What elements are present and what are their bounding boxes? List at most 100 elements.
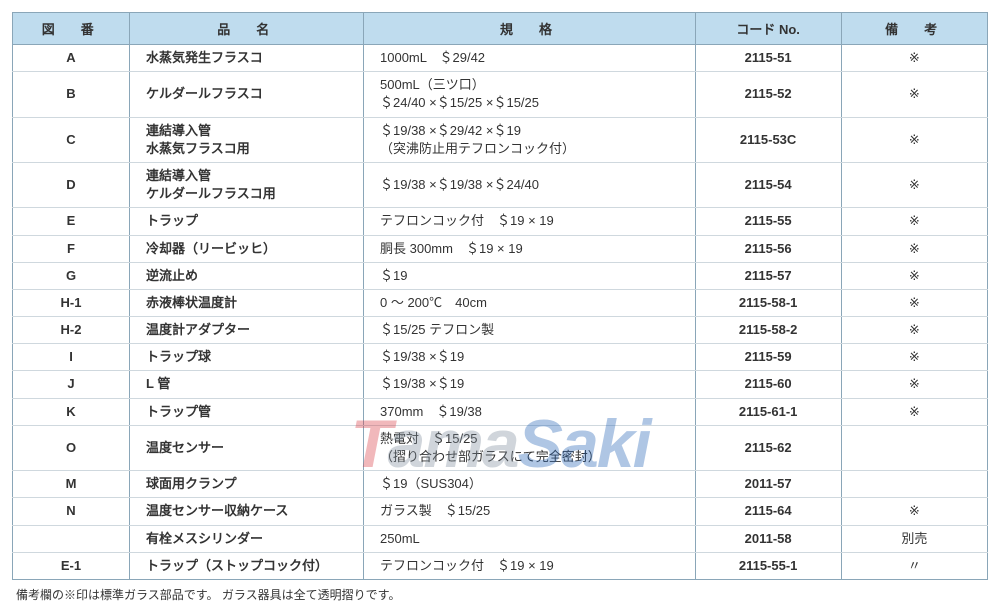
cell-code: 2115-55-1 — [695, 552, 841, 579]
cell-note: ※ — [841, 398, 987, 425]
table-row: H-1赤液棒状温度計0 〜 200℃ 40cm2115-58-1※ — [13, 289, 988, 316]
cell-name: 連結導入管ケルダールフラスコ用 — [130, 162, 364, 207]
cell-name: L 管 — [130, 371, 364, 398]
col-header-code: コード No. — [695, 13, 841, 45]
table-row: O温度センサー熱電対 ＄15/25（摺り合わせ部ガラスにて完全密封）2115-6… — [13, 425, 988, 470]
cell-note: ※ — [841, 162, 987, 207]
cell-fig: H-1 — [13, 289, 130, 316]
cell-name: 温度計アダプター — [130, 317, 364, 344]
table-row: Bケルダールフラスコ500mL（三ツ口）＄24/40 ×＄15/25 ×＄15/… — [13, 72, 988, 117]
cell-fig: E-1 — [13, 552, 130, 579]
table-row: JL 管＄19/38 ×＄192115-60※ — [13, 371, 988, 398]
table-row: N温度センサー収納ケースガラス製 ＄15/252115-64※ — [13, 498, 988, 525]
cell-code: 2115-62 — [695, 425, 841, 470]
table-row: E-1トラップ（ストップコック付）テフロンコック付 ＄19 × 192115-5… — [13, 552, 988, 579]
cell-note: ※ — [841, 117, 987, 162]
cell-code: 2115-55 — [695, 208, 841, 235]
table-row: D連結導入管ケルダールフラスコ用＄19/38 ×＄19/38 ×＄24/4021… — [13, 162, 988, 207]
cell-name: 冷却器（リービッヒ） — [130, 235, 364, 262]
cell-code: 2115-58-1 — [695, 289, 841, 316]
cell-name: 連結導入管水蒸気フラスコ用 — [130, 117, 364, 162]
cell-note: ※ — [841, 317, 987, 344]
cell-code: 2115-58-2 — [695, 317, 841, 344]
cell-code: 2011-57 — [695, 471, 841, 498]
cell-spec: 500mL（三ツ口）＄24/40 ×＄15/25 ×＄15/25 — [364, 72, 696, 117]
cell-spec: ＄19/38 ×＄19 — [364, 344, 696, 371]
cell-note: 別売 — [841, 525, 987, 552]
cell-name: 温度センサー — [130, 425, 364, 470]
table-row: F冷却器（リービッヒ）胴長 300mm ＄19 × 192115-56※ — [13, 235, 988, 262]
cell-fig: N — [13, 498, 130, 525]
table-row: Kトラップ管370mm ＄19/382115-61-1※ — [13, 398, 988, 425]
cell-note: ※ — [841, 45, 987, 72]
cell-spec: ＄19/38 ×＄29/42 ×＄19（突沸防止用テフロンコック付） — [364, 117, 696, 162]
cell-note: ※ — [841, 262, 987, 289]
col-header-note: 備 考 — [841, 13, 987, 45]
cell-spec: 1000mL ＄29/42 — [364, 45, 696, 72]
header-row: 図 番 品 名 規 格 コード No. 備 考 — [13, 13, 988, 45]
cell-name: トラップ — [130, 208, 364, 235]
table-row: Eトラップテフロンコック付 ＄19 × 192115-55※ — [13, 208, 988, 235]
cell-note: ※ — [841, 235, 987, 262]
cell-code: 2115-53C — [695, 117, 841, 162]
cell-spec: ＄15/25 テフロン製 — [364, 317, 696, 344]
cell-name: 球面用クランプ — [130, 471, 364, 498]
cell-name: 逆流止め — [130, 262, 364, 289]
cell-name: 有栓メスシリンダー — [130, 525, 364, 552]
cell-note: ※ — [841, 344, 987, 371]
cell-note: 〃 — [841, 552, 987, 579]
cell-fig: H-2 — [13, 317, 130, 344]
col-header-fig: 図 番 — [13, 13, 130, 45]
cell-fig: B — [13, 72, 130, 117]
cell-name: ケルダールフラスコ — [130, 72, 364, 117]
cell-spec: ＄19（SUS304） — [364, 471, 696, 498]
table-row: H-2温度計アダプター＄15/25 テフロン製2115-58-2※ — [13, 317, 988, 344]
cell-fig: D — [13, 162, 130, 207]
cell-fig: C — [13, 117, 130, 162]
cell-spec: 250mL — [364, 525, 696, 552]
table-row: A水蒸気発生フラスコ1000mL ＄29/422115-51※ — [13, 45, 988, 72]
cell-fig: M — [13, 471, 130, 498]
cell-fig: O — [13, 425, 130, 470]
cell-name: 温度センサー収納ケース — [130, 498, 364, 525]
cell-fig: G — [13, 262, 130, 289]
cell-code: 2115-56 — [695, 235, 841, 262]
cell-note: ※ — [841, 72, 987, 117]
cell-code: 2115-57 — [695, 262, 841, 289]
cell-spec: テフロンコック付 ＄19 × 19 — [364, 208, 696, 235]
cell-name: 水蒸気発生フラスコ — [130, 45, 364, 72]
cell-fig: I — [13, 344, 130, 371]
cell-note: ※ — [841, 208, 987, 235]
col-header-spec: 規 格 — [364, 13, 696, 45]
cell-spec: 0 〜 200℃ 40cm — [364, 289, 696, 316]
col-header-name: 品 名 — [130, 13, 364, 45]
cell-fig: F — [13, 235, 130, 262]
cell-spec: 370mm ＄19/38 — [364, 398, 696, 425]
cell-spec: テフロンコック付 ＄19 × 19 — [364, 552, 696, 579]
cell-name: トラップ管 — [130, 398, 364, 425]
cell-fig: J — [13, 371, 130, 398]
cell-code: 2011-58 — [695, 525, 841, 552]
table-row: C連結導入管水蒸気フラスコ用＄19/38 ×＄29/42 ×＄19（突沸防止用テ… — [13, 117, 988, 162]
cell-note: ※ — [841, 371, 987, 398]
cell-fig: A — [13, 45, 130, 72]
cell-note: ※ — [841, 289, 987, 316]
cell-code: 2115-61-1 — [695, 398, 841, 425]
table-row: 有栓メスシリンダー250mL2011-58別売 — [13, 525, 988, 552]
cell-spec: ＄19/38 ×＄19 — [364, 371, 696, 398]
table-row: M球面用クランプ＄19（SUS304）2011-57 — [13, 471, 988, 498]
cell-code: 2115-64 — [695, 498, 841, 525]
cell-fig: E — [13, 208, 130, 235]
cell-spec: ＄19/38 ×＄19/38 ×＄24/40 — [364, 162, 696, 207]
cell-fig — [13, 525, 130, 552]
cell-code: 2115-54 — [695, 162, 841, 207]
cell-code: 2115-59 — [695, 344, 841, 371]
cell-spec: 熱電対 ＄15/25（摺り合わせ部ガラスにて完全密封） — [364, 425, 696, 470]
cell-name: トラップ球 — [130, 344, 364, 371]
table-row: Iトラップ球＄19/38 ×＄192115-59※ — [13, 344, 988, 371]
cell-code: 2115-52 — [695, 72, 841, 117]
parts-table: 図 番 品 名 規 格 コード No. 備 考 A水蒸気発生フラスコ1000mL… — [12, 12, 988, 580]
cell-note: ※ — [841, 498, 987, 525]
cell-fig: K — [13, 398, 130, 425]
cell-spec: 胴長 300mm ＄19 × 19 — [364, 235, 696, 262]
